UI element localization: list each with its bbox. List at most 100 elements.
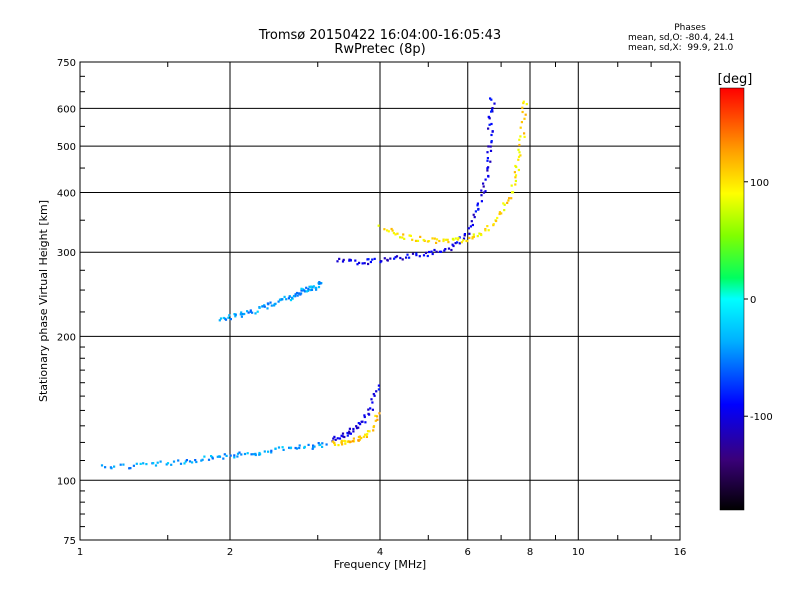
data-point: [288, 295, 291, 298]
data-point: [233, 313, 236, 316]
data-point: [310, 288, 314, 291]
data-point: [352, 437, 355, 440]
data-point: [368, 413, 371, 416]
data-point: [277, 300, 280, 303]
data-point: [491, 110, 494, 113]
data-point: [411, 238, 414, 241]
data-point: [249, 310, 252, 313]
data-point: [520, 121, 523, 124]
data-point: [355, 427, 359, 430]
data-point: [342, 258, 345, 261]
data-point: [415, 252, 418, 255]
data-point: [454, 237, 457, 240]
data-point: [234, 315, 237, 318]
data-point: [142, 462, 145, 465]
data-point: [337, 444, 340, 447]
data-point: [233, 454, 236, 457]
data-point: [348, 432, 351, 435]
data-point: [285, 298, 288, 301]
data-point: [490, 122, 493, 126]
data-point: [491, 107, 494, 110]
data-point: [482, 182, 485, 185]
y-tick-label: 200: [57, 332, 76, 343]
data-point: [307, 287, 310, 291]
data-point: [243, 452, 247, 456]
data-point: [113, 465, 116, 468]
data-point: [246, 452, 249, 455]
data-point: [341, 435, 345, 438]
data-point: [424, 251, 428, 254]
data-point: [487, 145, 490, 148]
data-point: [468, 232, 471, 235]
data-point: [346, 431, 349, 435]
data-point: [177, 459, 180, 462]
data-point: [263, 304, 266, 307]
data-point: [463, 233, 466, 236]
data-point: [313, 445, 316, 448]
data-point: [333, 435, 336, 438]
data-point: [104, 466, 107, 469]
data-point: [247, 311, 250, 314]
data-point: [365, 435, 368, 438]
data-point: [358, 261, 361, 264]
data-point: [218, 319, 221, 322]
data-point: [517, 168, 520, 172]
phase-stats: Phases mean, sd,O: -80.4, 24.1 mean, sd,…: [610, 23, 760, 53]
data-point: [263, 450, 266, 453]
data-point: [367, 262, 370, 266]
data-point: [378, 412, 381, 415]
data-point: [476, 204, 479, 207]
data-point: [444, 238, 447, 241]
data-point: [369, 407, 372, 410]
data-point: [525, 103, 528, 106]
data-point: [298, 444, 301, 447]
data-point: [246, 310, 249, 313]
data-point: [306, 289, 310, 292]
data-point: [422, 254, 426, 257]
data-point: [503, 203, 506, 206]
data-point: [334, 438, 337, 441]
data-point: [517, 155, 521, 158]
data-point: [431, 237, 434, 240]
data-point: [332, 437, 335, 440]
data-point: [489, 160, 492, 163]
data-point: [433, 237, 436, 240]
data-point: [486, 225, 489, 228]
data-point: [348, 441, 351, 444]
data-point: [273, 304, 276, 307]
data-point: [340, 434, 343, 437]
data-point: [294, 446, 297, 450]
data-point: [480, 189, 483, 192]
data-point: [358, 438, 361, 441]
data-point: [472, 213, 475, 216]
data-point: [251, 311, 254, 314]
data-point: [312, 444, 315, 447]
data-point: [254, 452, 257, 455]
data-point: [300, 289, 303, 292]
data-point: [216, 455, 219, 458]
x-axis-label: Frequency [MHz]: [334, 558, 426, 571]
data-point: [514, 176, 517, 179]
data-point: [363, 262, 366, 265]
data-point: [513, 171, 516, 174]
data-point: [383, 257, 386, 260]
data-point: [471, 236, 474, 239]
data-point: [518, 143, 521, 147]
data-point: [219, 317, 223, 320]
y-tick-label: 300: [57, 248, 76, 259]
data-point: [380, 260, 383, 263]
data-point: [486, 157, 489, 160]
data-point: [517, 158, 520, 161]
data-point: [295, 447, 298, 450]
data-point: [348, 430, 351, 433]
data-point: [179, 462, 183, 465]
data-point: [315, 288, 318, 291]
data-point: [376, 418, 379, 421]
data-point: [321, 442, 324, 445]
data-point: [415, 254, 418, 257]
data-point: [422, 238, 425, 242]
data-point: [354, 259, 357, 262]
data-point: [468, 236, 471, 240]
data-point: [258, 451, 261, 455]
data-point: [336, 437, 339, 440]
